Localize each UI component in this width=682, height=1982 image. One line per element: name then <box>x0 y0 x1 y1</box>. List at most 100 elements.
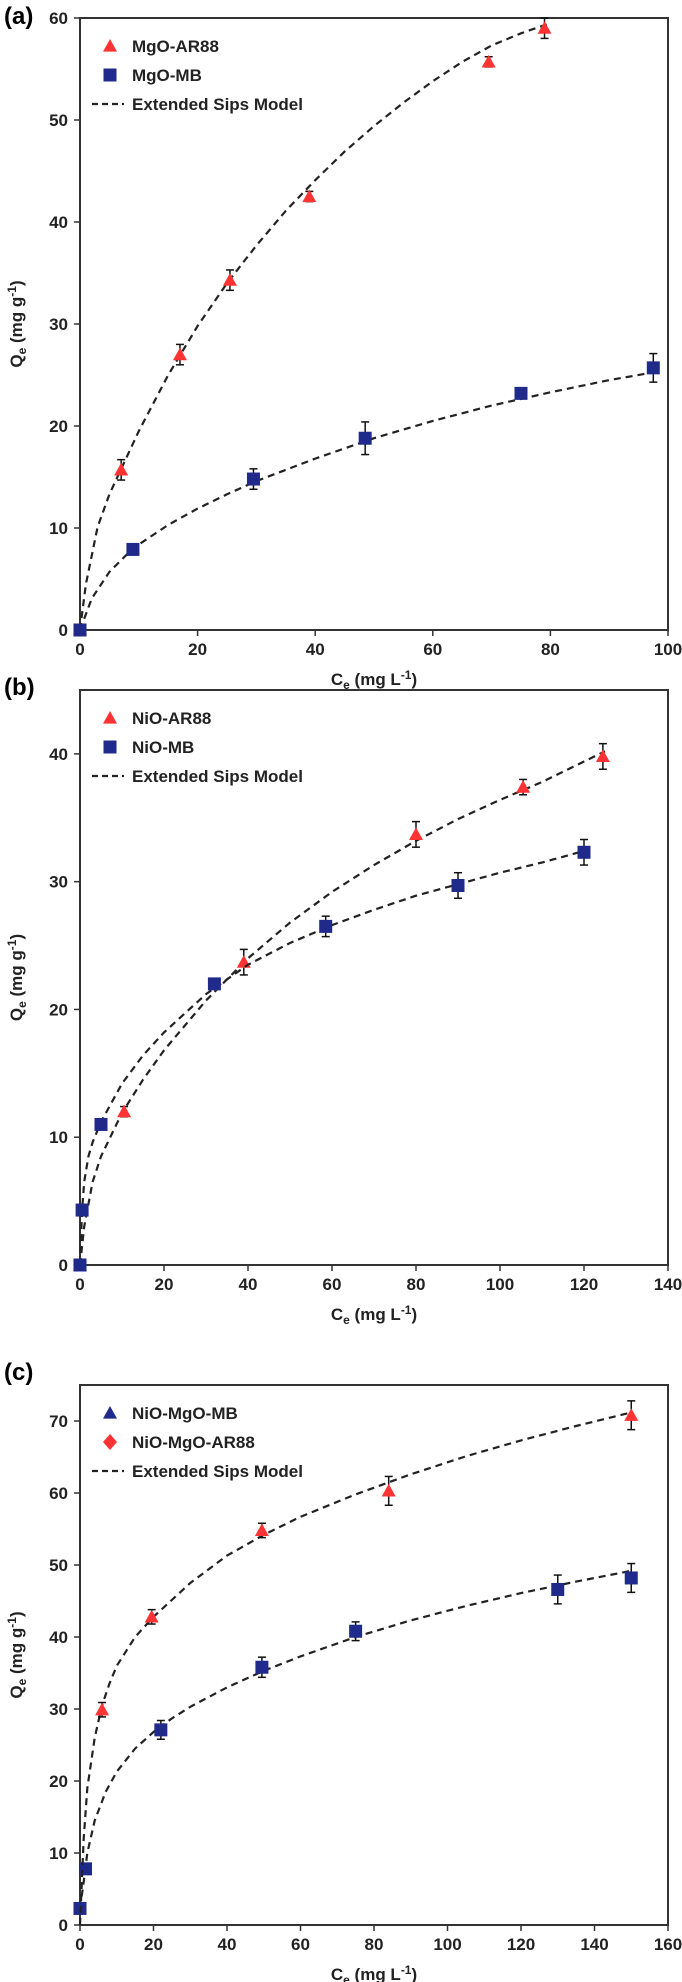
y-tick-label: 40 <box>49 1628 68 1647</box>
x-tick-label: 40 <box>218 1935 237 1954</box>
legend-marker <box>103 711 117 724</box>
series-0 <box>73 17 552 636</box>
data-point <box>207 977 221 991</box>
x-tick-label: 0 <box>75 1275 84 1294</box>
x-tick-label: 60 <box>323 1275 342 1294</box>
data-point <box>126 542 140 556</box>
y-tick-label: 10 <box>49 519 68 538</box>
legend-entry: Extended Sips Model <box>132 1462 303 1481</box>
legend: NiO-MgO-MB NiO-MgO-AR88 Extended Sips Mode… <box>92 1404 303 1481</box>
legend-entry: MgO-AR88 <box>132 37 219 56</box>
x-tick-label: 80 <box>407 1275 426 1294</box>
x-tick-label: 60 <box>423 640 442 659</box>
x-tick-label: 100 <box>486 1275 514 1294</box>
data-point <box>114 462 129 476</box>
x-tick-label: 140 <box>654 1275 682 1294</box>
y-axis-label: Qe (mg g-1) <box>5 280 29 367</box>
x-tick-label: 60 <box>291 1935 310 1954</box>
x-axis-label: Ce (mg L-1) <box>331 668 417 692</box>
legend-marker <box>103 740 117 754</box>
x-tick-label: 0 <box>75 640 84 659</box>
data-point <box>95 1702 110 1716</box>
x-tick-label: 40 <box>306 640 325 659</box>
y-tick-label: 0 <box>59 1916 68 1935</box>
legend-entry: MgO-MB <box>132 66 202 85</box>
y-tick-label: 10 <box>49 1844 68 1863</box>
legend-marker <box>103 68 117 82</box>
y-tick-label: 30 <box>49 873 68 892</box>
panel-label: (b) <box>4 674 35 701</box>
panel-label: (a) <box>4 3 33 30</box>
data-point <box>172 347 187 361</box>
y-tick-label: 40 <box>49 745 68 764</box>
y-tick-label: 40 <box>49 213 68 232</box>
x-tick-label: 120 <box>570 1275 598 1294</box>
legend-entry: Extended Sips Model <box>132 95 303 114</box>
fit-curve <box>78 1569 632 1909</box>
y-tick-label: 0 <box>59 1256 68 1275</box>
data-point <box>537 21 552 34</box>
y-tick-label: 30 <box>49 315 68 334</box>
x-axis-label: Ce (mg L-1) <box>331 1963 417 1982</box>
fit-curve <box>78 370 657 631</box>
x-axis-label: Ce (mg L-1) <box>331 1303 417 1327</box>
data-point <box>514 386 528 400</box>
fit-curve <box>78 849 585 1266</box>
data-point <box>73 623 87 637</box>
y-tick-label: 60 <box>49 1484 68 1503</box>
data-point <box>255 1660 269 1674</box>
legend-marker <box>103 1406 117 1419</box>
data-point <box>551 1582 565 1596</box>
data-point <box>516 780 531 793</box>
x-tick-label: 100 <box>433 1935 461 1954</box>
panel-label: (c) <box>4 1359 33 1386</box>
data-point <box>577 845 591 859</box>
data-point <box>381 1483 396 1497</box>
series-0 <box>73 1562 638 1915</box>
x-tick-label: 40 <box>239 1275 258 1294</box>
chart-panel-1: (b) 0 20 40 60 80 100 120 140 0 10 20 30 40 Ce (mg L-1… <box>4 674 682 1327</box>
y-axis-label: Qe (mg g-1) <box>5 934 29 1021</box>
data-point <box>254 1523 269 1537</box>
legend-marker <box>103 1434 117 1450</box>
data-point <box>624 1408 639 1421</box>
legend-entry: NiO-MgO-AR88 <box>132 1433 255 1452</box>
x-tick-label: 140 <box>580 1935 608 1954</box>
legend: NiO-AR88 NiO-MB Extended Sips Model <box>92 709 303 786</box>
x-tick-label: 160 <box>654 1935 682 1954</box>
data-point <box>481 54 496 68</box>
y-tick-label: 20 <box>49 417 68 436</box>
y-tick-label: 10 <box>49 1128 68 1147</box>
y-axis-label: Qe (mg g-1) <box>5 1611 29 1698</box>
y-tick-label: 20 <box>49 1000 68 1019</box>
data-point <box>302 189 317 203</box>
plot-frame <box>79 689 669 1266</box>
legend-entry: NiO-MB <box>132 738 194 757</box>
data-point <box>117 1104 132 1118</box>
x-tick-label: 20 <box>188 640 207 659</box>
x-tick-label: 20 <box>155 1275 174 1294</box>
y-tick-label: 60 <box>49 9 68 28</box>
data-point <box>595 749 610 763</box>
x-tick-label: 120 <box>507 1935 535 1954</box>
data-point <box>222 273 237 286</box>
data-point <box>451 879 465 892</box>
data-point <box>358 431 372 445</box>
x-tick-label: 100 <box>654 640 682 659</box>
data-point <box>144 1609 159 1623</box>
data-point <box>73 1258 87 1272</box>
series-1 <box>73 352 660 637</box>
data-point <box>79 1862 93 1876</box>
fit-curve <box>78 750 606 1266</box>
data-point <box>75 1203 89 1217</box>
data-point <box>94 1117 108 1131</box>
data-point <box>154 1723 168 1737</box>
x-tick-label: 80 <box>365 1935 384 1954</box>
fit-curve <box>78 1411 632 1926</box>
series-1 <box>73 838 591 1272</box>
y-tick-label: 20 <box>49 1772 68 1791</box>
x-tick-label: 0 <box>75 1935 84 1954</box>
data-point <box>409 827 423 840</box>
data-point <box>349 1624 363 1638</box>
